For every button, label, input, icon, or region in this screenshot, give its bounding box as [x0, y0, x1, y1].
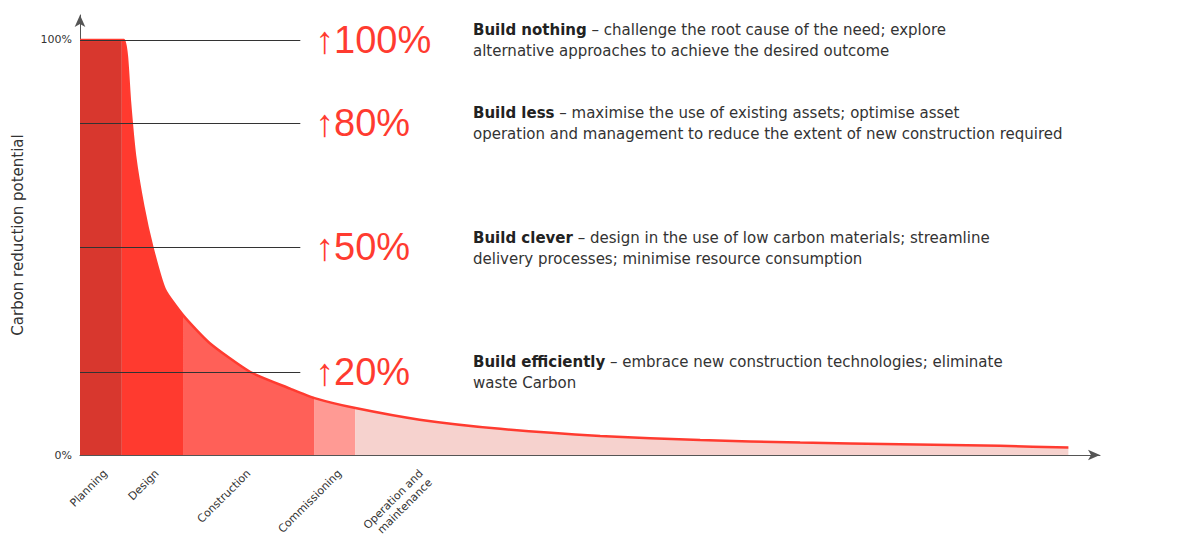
svg-text:Build clever: Build clever	[473, 229, 574, 247]
svg-text:maintenance: maintenance	[375, 476, 435, 536]
svg-text:alternative approaches to achi: alternative approaches to achieve the de…	[473, 42, 889, 60]
svg-text:Carbon reduction potential: Carbon reduction potential	[9, 134, 27, 335]
svg-text:↑20%: ↑20%	[315, 351, 410, 393]
svg-text:100%: 100%	[41, 33, 72, 46]
svg-text:Planning: Planning	[67, 467, 110, 510]
svg-text:Build nothing: Build nothing	[473, 21, 587, 39]
svg-text:Construction: Construction	[195, 467, 254, 526]
svg-text:operation and management to re: operation and management to reduce the e…	[473, 125, 1063, 143]
svg-text:Design: Design	[126, 467, 162, 503]
svg-text:– embrace new construction tec: – embrace new construction technologies;…	[605, 353, 1002, 371]
svg-text:– design in the use of low car: – design in the use of low carbon materi…	[573, 229, 990, 247]
svg-text:delivery processes; minimise r: delivery processes; minimise resource co…	[473, 250, 862, 268]
svg-text:Build efficiently: Build efficiently	[473, 353, 605, 371]
svg-text:0%: 0%	[55, 449, 72, 462]
svg-text:↑100%: ↑100%	[315, 19, 431, 61]
svg-text:Operation and: Operation and	[360, 467, 426, 532]
svg-text:waste Carbon: waste Carbon	[473, 374, 576, 392]
svg-text:Commissioning: Commissioning	[276, 467, 345, 536]
svg-text:– challenge the root cause of: – challenge the root cause of the need; …	[587, 21, 946, 39]
svg-text:– maximise the use of existing: – maximise the use of existing assets; o…	[555, 104, 960, 122]
svg-text:↑80%: ↑80%	[315, 102, 410, 144]
svg-text:↑50%: ↑50%	[315, 226, 410, 268]
svg-text:Build less: Build less	[473, 104, 555, 122]
